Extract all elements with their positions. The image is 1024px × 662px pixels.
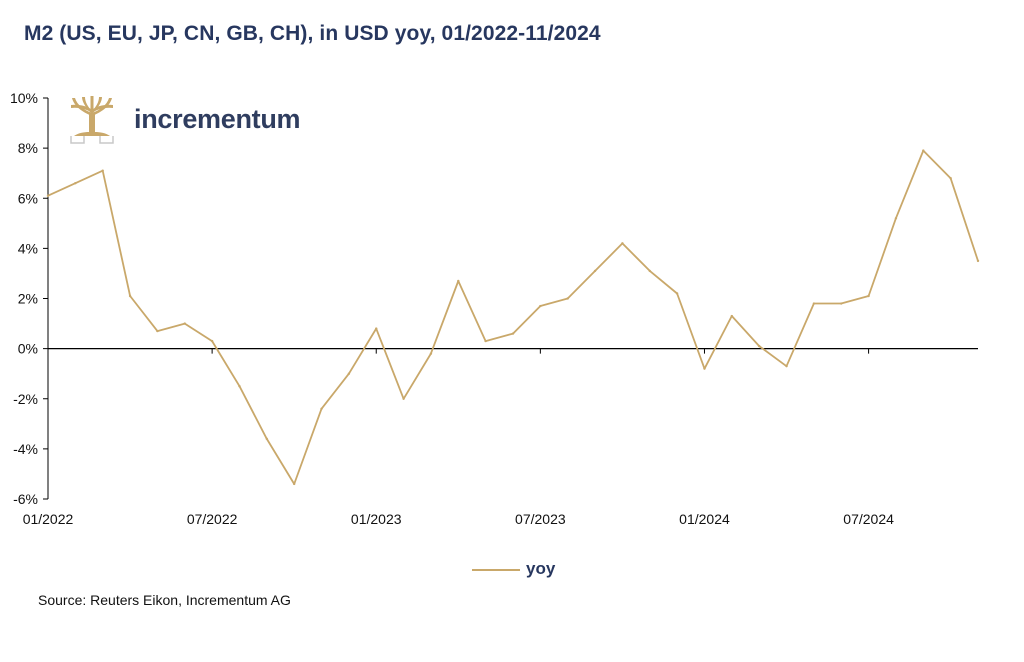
data-point [347,372,351,375]
data-point [238,385,241,388]
data-point [183,322,186,325]
x-tick-label: 07/2024 [843,511,894,527]
series-layer [46,149,980,486]
data-point [976,259,980,263]
x-tick-label: 07/2022 [187,511,238,527]
y-tick-label: 6% [18,190,38,206]
data-point [785,364,788,368]
tree-logo-icon [70,96,114,144]
data-point [812,302,816,305]
data-point [867,294,870,298]
data-point [593,269,597,273]
y-tick-label: 10% [10,90,38,106]
data-point [566,297,569,300]
x-tick-label: 07/2023 [515,511,566,527]
data-point [402,397,405,400]
y-tick-label: -4% [13,441,38,457]
data-point [210,339,214,343]
x-tick-label: 01/2022 [23,511,74,527]
source-note: Source: Reuters Eikon, Incrementum AG [38,592,291,608]
y-tick-label: 8% [18,140,38,156]
data-point [703,367,706,370]
x-axis: 01/2022 07/2022 01/2023 07/2023 01/2024 07/20… [23,348,978,527]
data-point [320,407,323,410]
data-point [292,482,296,486]
data-point [648,269,651,273]
data-point [457,279,460,283]
data-point [375,327,378,330]
data-point [101,169,104,172]
data-point [128,294,132,298]
chart-title: M2 (US, EU, JP, CN, GB, CH), in USD yoy,… [24,22,601,45]
legend-swatch-yoy [472,569,520,571]
y-axis: -6% -4% -2% 0% 2% 4% 6% 8% 10% [10,90,49,507]
x-tick-label: 01/2023 [351,511,402,527]
data-point [840,302,843,305]
data-point [949,177,952,180]
data-point [730,314,734,318]
data-point [265,437,269,441]
data-point [429,352,433,355]
logo-text: incrementum [134,104,301,134]
data-point [74,182,77,185]
legend-label-yoy: yoy [526,559,556,578]
data-point [156,329,159,333]
data-point [894,217,898,220]
series-line-yoy [47,149,979,485]
data-point [675,292,679,295]
y-tick-label: 4% [18,240,38,256]
incrementum-logo: incrementum [68,96,308,144]
y-tick-label: 0% [18,341,38,357]
y-tick-label: -6% [13,491,38,507]
data-point [511,332,515,335]
data-point [621,242,624,245]
data-point [539,304,542,308]
data-point [484,339,487,343]
data-point [46,194,50,197]
y-tick-label: 2% [18,291,38,307]
x-tick-label: 01/2024 [679,511,730,527]
data-point [757,344,761,348]
data-point [922,149,925,152]
y-tick-label: -2% [13,391,38,407]
